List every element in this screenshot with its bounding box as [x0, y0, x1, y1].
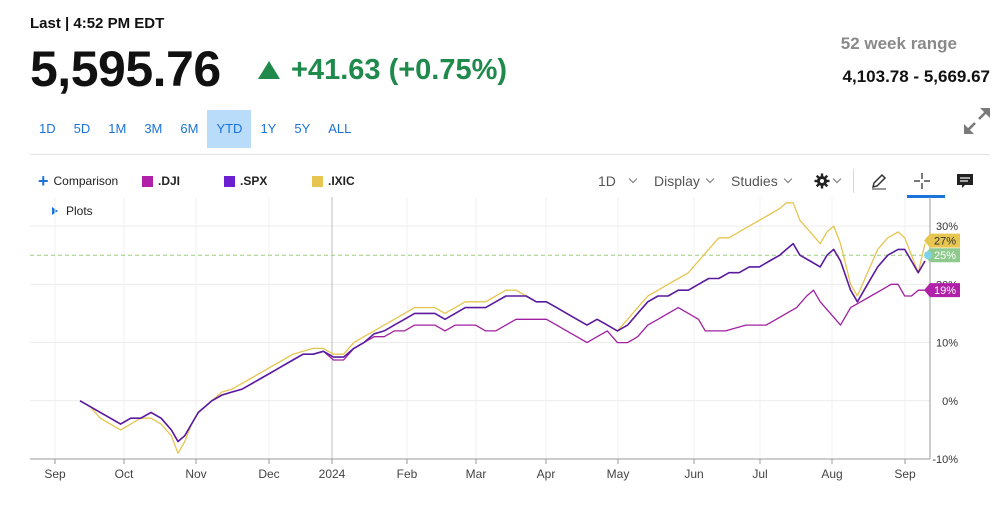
x-tick-label: Jun [684, 467, 703, 481]
x-tick-label: Dec [258, 467, 279, 481]
timeframe-1m[interactable]: 1M [108, 121, 127, 136]
price-change: +41.63 (+0.75%) [258, 52, 507, 88]
display-label: Display [654, 173, 700, 189]
timeframe-1d[interactable]: 1D [39, 121, 56, 136]
chevron-down-icon [783, 174, 792, 183]
legend-spx[interactable]: .SPX [224, 165, 267, 197]
timeframe-6m[interactable]: 6M [180, 121, 199, 136]
draw-button[interactable] [870, 165, 888, 197]
comparison-button[interactable]: + Comparison [38, 165, 118, 197]
divider [30, 154, 990, 155]
up-arrow-icon [258, 61, 280, 79]
comparison-label: Comparison [53, 174, 119, 188]
y-tick-label: 0% [942, 396, 958, 408]
timeframe-1y[interactable]: 1Y [260, 121, 277, 136]
spx-line [79, 242, 926, 443]
end-value-badge: 27% [924, 233, 960, 248]
chevron-down-icon [628, 174, 638, 183]
ixic-swatch-icon [312, 175, 323, 187]
x-tick-label: Apr [537, 467, 556, 481]
chart-toolbar: + Comparison .DJI .SPX .IXIC 1D Display … [30, 165, 990, 198]
crosshair-button[interactable] [913, 165, 931, 197]
x-tick-label: Feb [397, 467, 418, 481]
x-tick-label: Jul [752, 467, 767, 481]
timeframe-5y[interactable]: 5Y [294, 121, 311, 136]
end-value-badge: 19% [924, 283, 960, 298]
price-change-value: +41.63 (+0.75%) [291, 54, 508, 86]
x-tick-label: Mar [466, 467, 487, 481]
price-chart[interactable]: 30%20%10%0%-10%SepOctNovDec2024FebMarApr… [0, 197, 992, 511]
interval-dropdown[interactable]: 1D [598, 165, 638, 197]
gear-icon [814, 173, 830, 189]
legend-dji-label: .DJI [158, 174, 181, 188]
x-tick-label: 2024 [319, 467, 346, 481]
x-tick-label: Aug [821, 467, 842, 481]
comment-icon [957, 174, 973, 188]
plus-icon: + [38, 171, 49, 191]
last-update-label: Last | 4:52 PM EDT [30, 15, 165, 32]
y-tick-label: 10% [936, 338, 958, 350]
x-tick-label: Nov [185, 467, 206, 481]
chevron-down-icon [832, 174, 842, 183]
legend-ixic[interactable]: .IXIC [312, 165, 355, 197]
pencil-icon [871, 173, 887, 190]
legend-dji[interactable]: .DJI [142, 165, 180, 197]
plots-label: Plots [66, 204, 93, 218]
ixic-line [79, 202, 926, 454]
end-value-badge: 25% [924, 248, 960, 263]
interval-label: 1D [598, 173, 616, 189]
crosshair-dot [924, 251, 932, 260]
timeframe-5d[interactable]: 5D [73, 121, 91, 136]
timeframe-ytd[interactable]: YTD [207, 110, 252, 148]
legend-spx-label: .SPX [240, 174, 268, 188]
y-tick-label: 30% [936, 221, 958, 233]
svg-text:27%: 27% [934, 236, 956, 248]
timeframe-3m[interactable]: 3M [144, 121, 163, 136]
studies-label: Studies [731, 173, 778, 189]
x-tick-label: Oct [115, 467, 134, 481]
spx-swatch-icon [224, 175, 235, 187]
comment-button[interactable] [956, 165, 974, 197]
last-price: 5,595.76 [30, 41, 221, 97]
week-range-value: 4,103.78 - 5,669.67 [842, 67, 990, 86]
svg-text:19%: 19% [934, 285, 956, 297]
settings-dropdown[interactable] [814, 165, 842, 197]
y-tick-label: -10% [932, 454, 958, 466]
x-tick-label: Sep [44, 467, 66, 481]
toolbar-divider [853, 169, 854, 193]
x-tick-label: Sep [894, 467, 916, 481]
display-dropdown[interactable]: Display [654, 165, 715, 197]
dji-line [79, 283, 925, 443]
expand-icon[interactable] [964, 108, 990, 134]
crosshair-icon [914, 173, 930, 189]
studies-dropdown[interactable]: Studies [731, 165, 792, 197]
timeframe-all[interactable]: ALL [328, 121, 352, 136]
timeframe-selector: 1D 5D 1M 3M 6M YTD 1Y 5Y ALL [30, 110, 360, 148]
legend-ixic-label: .IXIC [328, 174, 355, 188]
active-tool-indicator [907, 195, 945, 198]
x-tick-label: May [607, 467, 630, 481]
chevron-down-icon [705, 174, 715, 183]
svg-text:25%: 25% [934, 250, 956, 262]
dji-swatch-icon [142, 175, 153, 187]
week-range-label: 52 week range [840, 34, 957, 53]
